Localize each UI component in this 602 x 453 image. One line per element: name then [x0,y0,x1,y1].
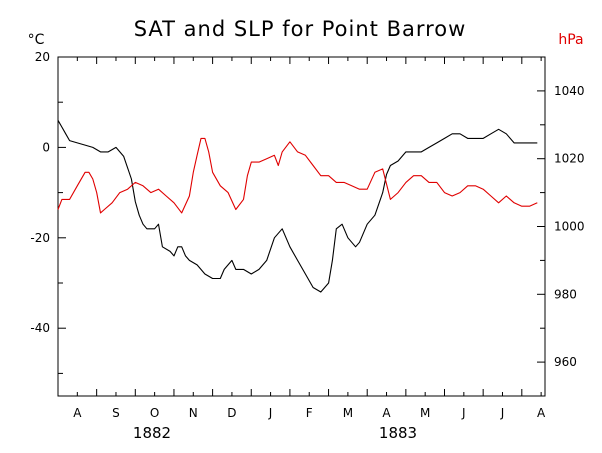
x-tick-label: A [382,406,391,420]
y-right-tick-label: 960 [554,355,577,369]
x-tick-label: M [420,406,430,420]
y-left-tick-label: 0 [42,140,50,154]
sat-series-line [57,120,538,293]
year-label-1883: 1883 [379,424,417,442]
y-left-axis: 20 0 -20 -40 [30,50,66,374]
chart-title: SAT and SLP for Point Barrow [134,17,467,41]
y-left-unit-label: °C [28,32,45,48]
y-right-axis: 1040 1020 1000 980 960 [537,84,585,369]
y-left-tick-label: -20 [30,231,50,245]
x-tick-label: A [537,406,546,420]
series-layer [57,120,538,293]
x-tick-label: O [150,406,159,420]
x-tick-label: D [227,406,236,420]
slp-series-line [57,137,538,214]
x-tick-label: N [189,406,198,420]
x-tick-label: A [73,406,82,420]
y-right-tick-label: 1020 [554,152,585,166]
y-left-tick-label: -40 [30,321,50,335]
y-right-tick-label: 980 [554,287,577,301]
y-right-unit-label: hPa [558,32,583,48]
plot-frame [57,56,546,397]
x-tick-label: J [461,406,466,420]
x-tick-label: S [112,406,120,420]
y-left-tick-label: 20 [35,50,50,64]
year-label-1882: 1882 [133,424,171,442]
y-right-tick-label: 1040 [554,84,585,98]
y-right-tick-label: 1000 [554,220,585,234]
x-tick-label: M [343,406,353,420]
x-tick-label: F [306,406,313,420]
x-tick-label: J [268,406,273,420]
x-tick-label: J [500,406,505,420]
